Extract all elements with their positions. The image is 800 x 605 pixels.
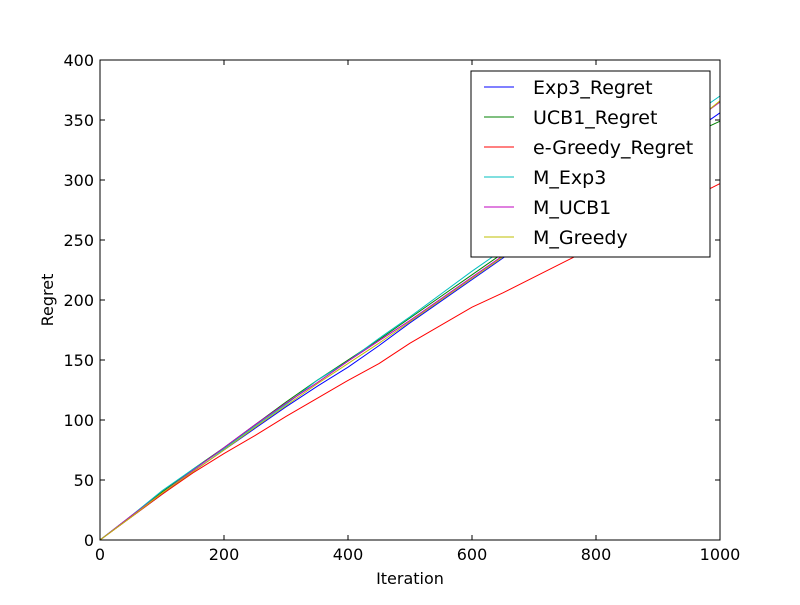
y-tick-label: 50 (74, 471, 94, 490)
legend-label-2: e-Greedy_Regret (533, 137, 693, 159)
legend-box (470, 70, 711, 258)
y-tick-label: 400 (63, 51, 94, 70)
x-tick-label: 1000 (700, 545, 741, 564)
y-axis-label: Regret (38, 274, 57, 327)
x-tick-label: 400 (333, 545, 364, 564)
y-tick-label: 150 (63, 351, 94, 370)
ticks-group: 0 200 400 600 800 1000 0 50 100 150 200 250 300 350 40… (63, 51, 740, 564)
y-tick-label: 250 (63, 231, 94, 250)
y-tick-label: 0 (84, 531, 94, 550)
y-tick-label: 200 (63, 291, 94, 310)
y-tick-label: 300 (63, 171, 94, 190)
x-tick-label: 800 (581, 545, 612, 564)
y-tick-label: 100 (63, 411, 94, 430)
legend-label-1: UCB1_Regret (533, 107, 657, 129)
y-tick-label: 350 (63, 111, 94, 130)
x-tick-label: 200 (209, 545, 240, 564)
legend-label-0: Exp3_Regret (533, 77, 653, 99)
legend-label-4: M_UCB1 (533, 197, 611, 219)
x-tick-label: 0 (95, 545, 105, 564)
legend-label-5: M_Greedy (533, 227, 628, 249)
legend: Exp3_Regret UCB1_Regret e-Greedy_Regret M_E… (470, 70, 711, 258)
x-tick-label: 600 (457, 545, 488, 564)
legend-label-3: M_Exp3 (533, 167, 606, 189)
x-axis-label: Iteration (376, 569, 444, 588)
